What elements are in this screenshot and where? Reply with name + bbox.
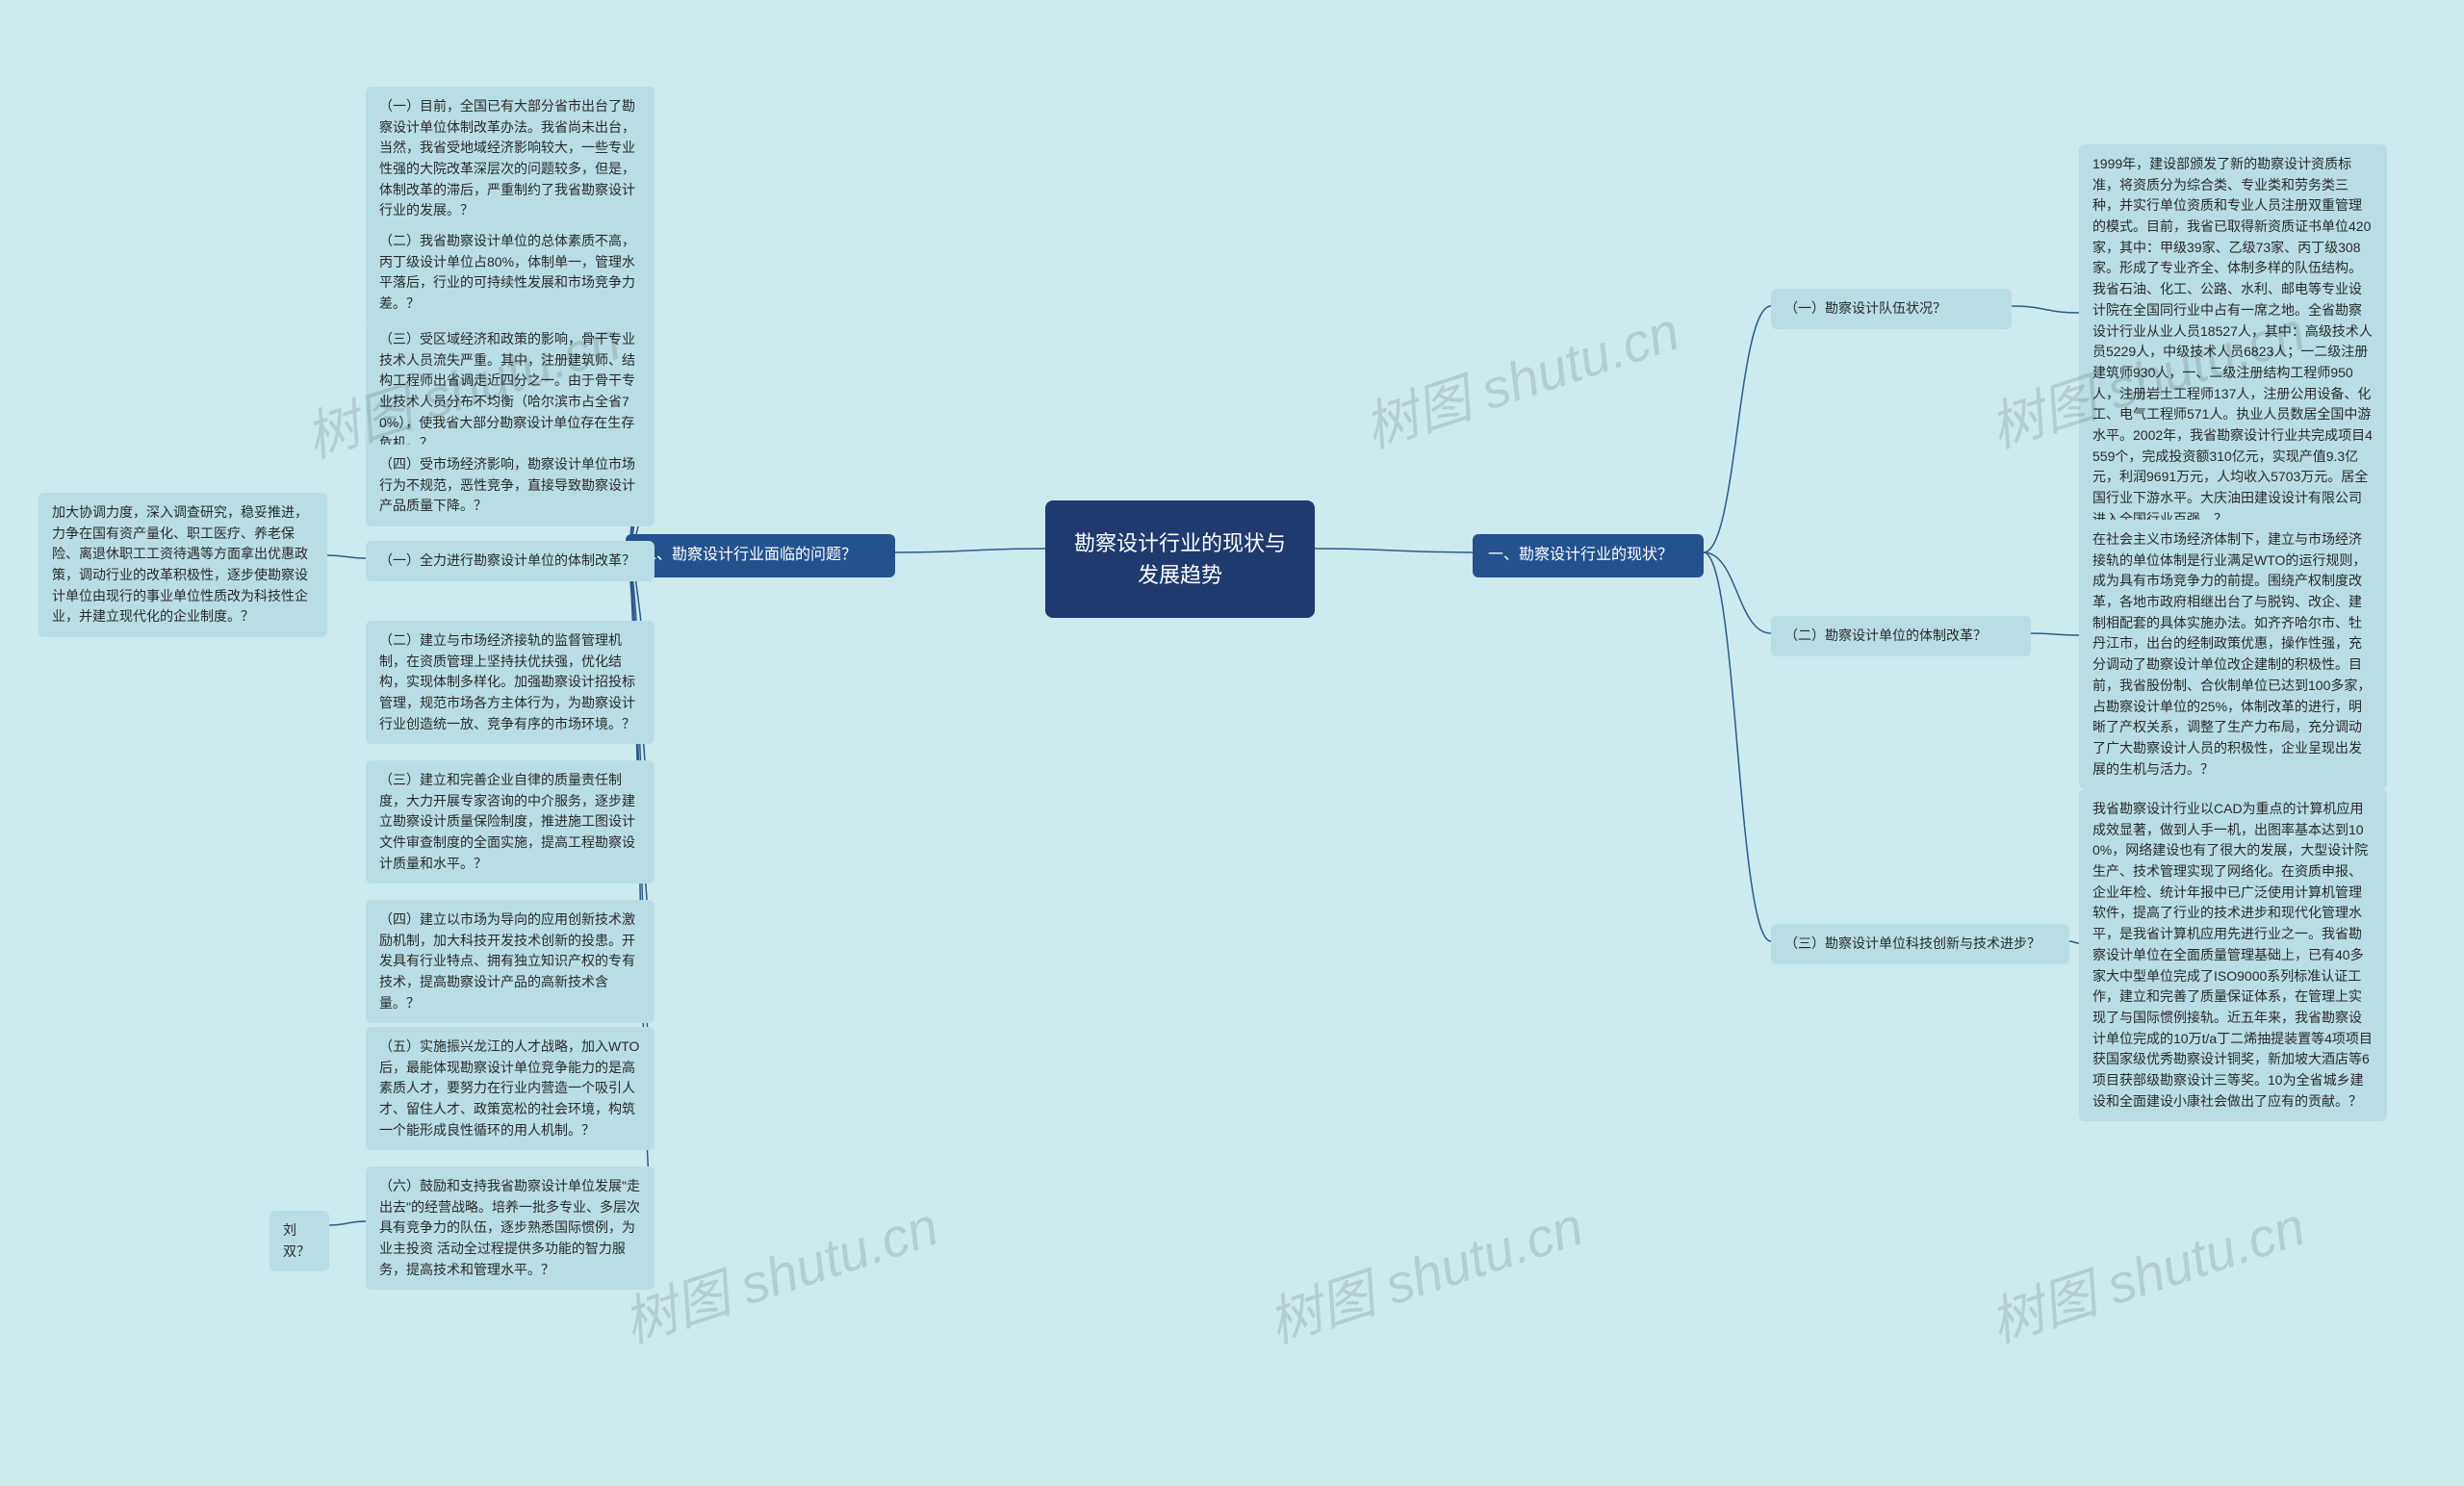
left-solution-header-extra: 加大协调力度，深入调查研究，稳妥推进，力争在国有资产量化、职工医疗、养老保险、离… (38, 493, 327, 637)
left-problem-1: （一）目前，全国已有大部分省市出台了勘察设计单位体制改革办法。我省尚未出台，当然… (366, 87, 654, 231)
branch-right: 一、勘察设计行业的现状？ (1473, 534, 1704, 577)
right-child-2-detail: 在社会主义市场经济体制下，建立与市场经济接轨的单位体制是行业满足WTO的运行规则… (2079, 520, 2387, 789)
left-solution-3: （三）建立和完善企业自律的质量责任制度，大力开展专家咨询的中介服务，逐步建立勘察… (366, 760, 654, 884)
branch-left: 二、勘察设计行业面临的问题？ (626, 534, 895, 577)
left-solution-2: （二）建立与市场经济接轨的监督管理机制，在资质管理上坚持扶优扶强，优化结构，实现… (366, 621, 654, 744)
left-solution-4: （四）建立以市场为导向的应用创新技术激励机制，加大科技开发技术创新的投患。开发具… (366, 900, 654, 1023)
watermark: 树图 shutu.cn (1979, 1184, 2314, 1359)
watermark: 树图 shutu.cn (612, 1184, 947, 1359)
right-child-1-detail: 1999年，建设部颁发了新的勘察设计资质标准，将资质分为综合类、专业类和劳务类三… (2079, 144, 2387, 539)
left-problem-4: （四）受市场经济影响，勘察设计单位市场行为不规范，恶性竞争，直接导致勘察设计产品… (366, 445, 654, 526)
left-problem-2: （二）我省勘察设计单位的总体素质不高，丙丁级设计单位占80%，体制单一，管理水平… (366, 221, 654, 324)
left-solution-6-extra: 刘双？ (270, 1211, 329, 1271)
right-child-2-label: （二）勘察设计单位的体制改革？ (1771, 616, 2031, 656)
root-node: 勘察设计行业的现状与发展趋势 (1045, 500, 1315, 618)
right-child-3-detail: 我省勘察设计行业以CAD为重点的计算机应用成效显著，做到人手一机，出图率基本达到… (2079, 789, 2387, 1121)
left-solution-header: （一）全力进行勘察设计单位的体制改革？ (366, 541, 654, 581)
right-child-3-label: （三）勘察设计单位科技创新与技术进步？ (1771, 924, 2069, 964)
left-solution-6: （六）鼓励和支持我省勘察设计单位发展"走出去"的经营战略。培养一批多专业、多层次… (366, 1166, 654, 1290)
left-problem-3: （三）受区域经济和政策的影响，骨干专业技术人员流失严重。其中，注册建筑师、结构工… (366, 320, 654, 464)
left-solution-5: （五）实施振兴龙江的人才战略，加入WTO后，最能体现勘察设计单位竞争能力的是高素… (366, 1027, 654, 1150)
right-child-1-label: （一）勘察设计队伍状况？ (1771, 289, 2012, 329)
watermark: 树图 shutu.cn (1353, 289, 1688, 464)
watermark: 树图 shutu.cn (1257, 1184, 1592, 1359)
mindmap-canvas: 勘察设计行业的现状与发展趋势 一、勘察设计行业的现状？ （一）勘察设计队伍状况？… (0, 0, 2464, 1486)
